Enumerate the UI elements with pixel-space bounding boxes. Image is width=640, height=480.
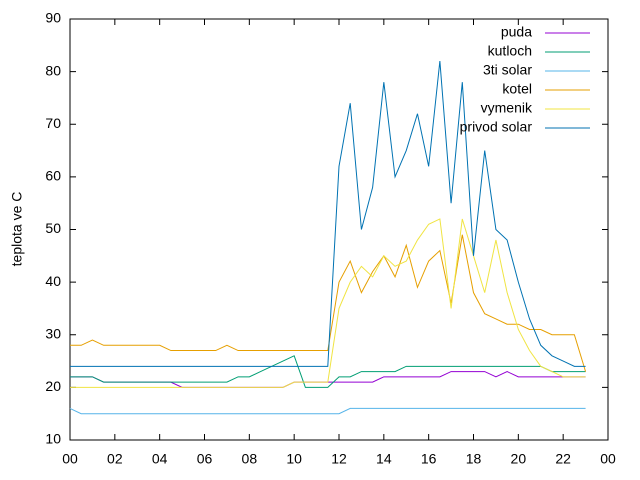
legend-label: kotel <box>502 81 532 97</box>
y-tick-label: 20 <box>45 378 61 394</box>
y-axis-label: teplota ve C <box>9 192 25 267</box>
y-tick-label: 70 <box>45 115 61 131</box>
x-tick-label: 04 <box>152 451 168 467</box>
legend-label: 3ti solar <box>483 62 532 78</box>
legend-label: puda <box>501 24 532 40</box>
legend-label: privod solar <box>460 119 533 135</box>
x-tick-label: 02 <box>107 451 123 467</box>
legend-label: kutloch <box>488 43 532 59</box>
legend-label: vymenik <box>481 100 533 116</box>
x-tick-label: 08 <box>242 451 258 467</box>
y-tick-label: 60 <box>45 168 61 184</box>
x-tick-label: 18 <box>466 451 482 467</box>
x-tick-label: 06 <box>197 451 213 467</box>
series-line <box>70 355 586 388</box>
y-tick-label: 30 <box>45 325 61 341</box>
series-line <box>70 234 587 372</box>
x-tick-label: 20 <box>511 451 527 467</box>
x-tick-label: 16 <box>421 451 437 467</box>
y-tick-label: 80 <box>45 62 61 78</box>
y-tick-label: 90 <box>45 10 61 26</box>
series-line <box>70 61 586 367</box>
x-tick-label: 22 <box>555 451 571 467</box>
x-tick-label: 10 <box>286 451 302 467</box>
x-tick-label: 14 <box>376 451 392 467</box>
series-line <box>70 218 586 388</box>
x-tick-label: 00 <box>600 451 616 467</box>
series-line <box>69 407 586 415</box>
y-tick-label: 10 <box>45 431 61 447</box>
y-tick-label: 40 <box>45 273 61 289</box>
y-tick-label: 50 <box>45 220 61 236</box>
x-tick-label: 12 <box>331 451 347 467</box>
x-tick-label: 00 <box>62 451 78 467</box>
